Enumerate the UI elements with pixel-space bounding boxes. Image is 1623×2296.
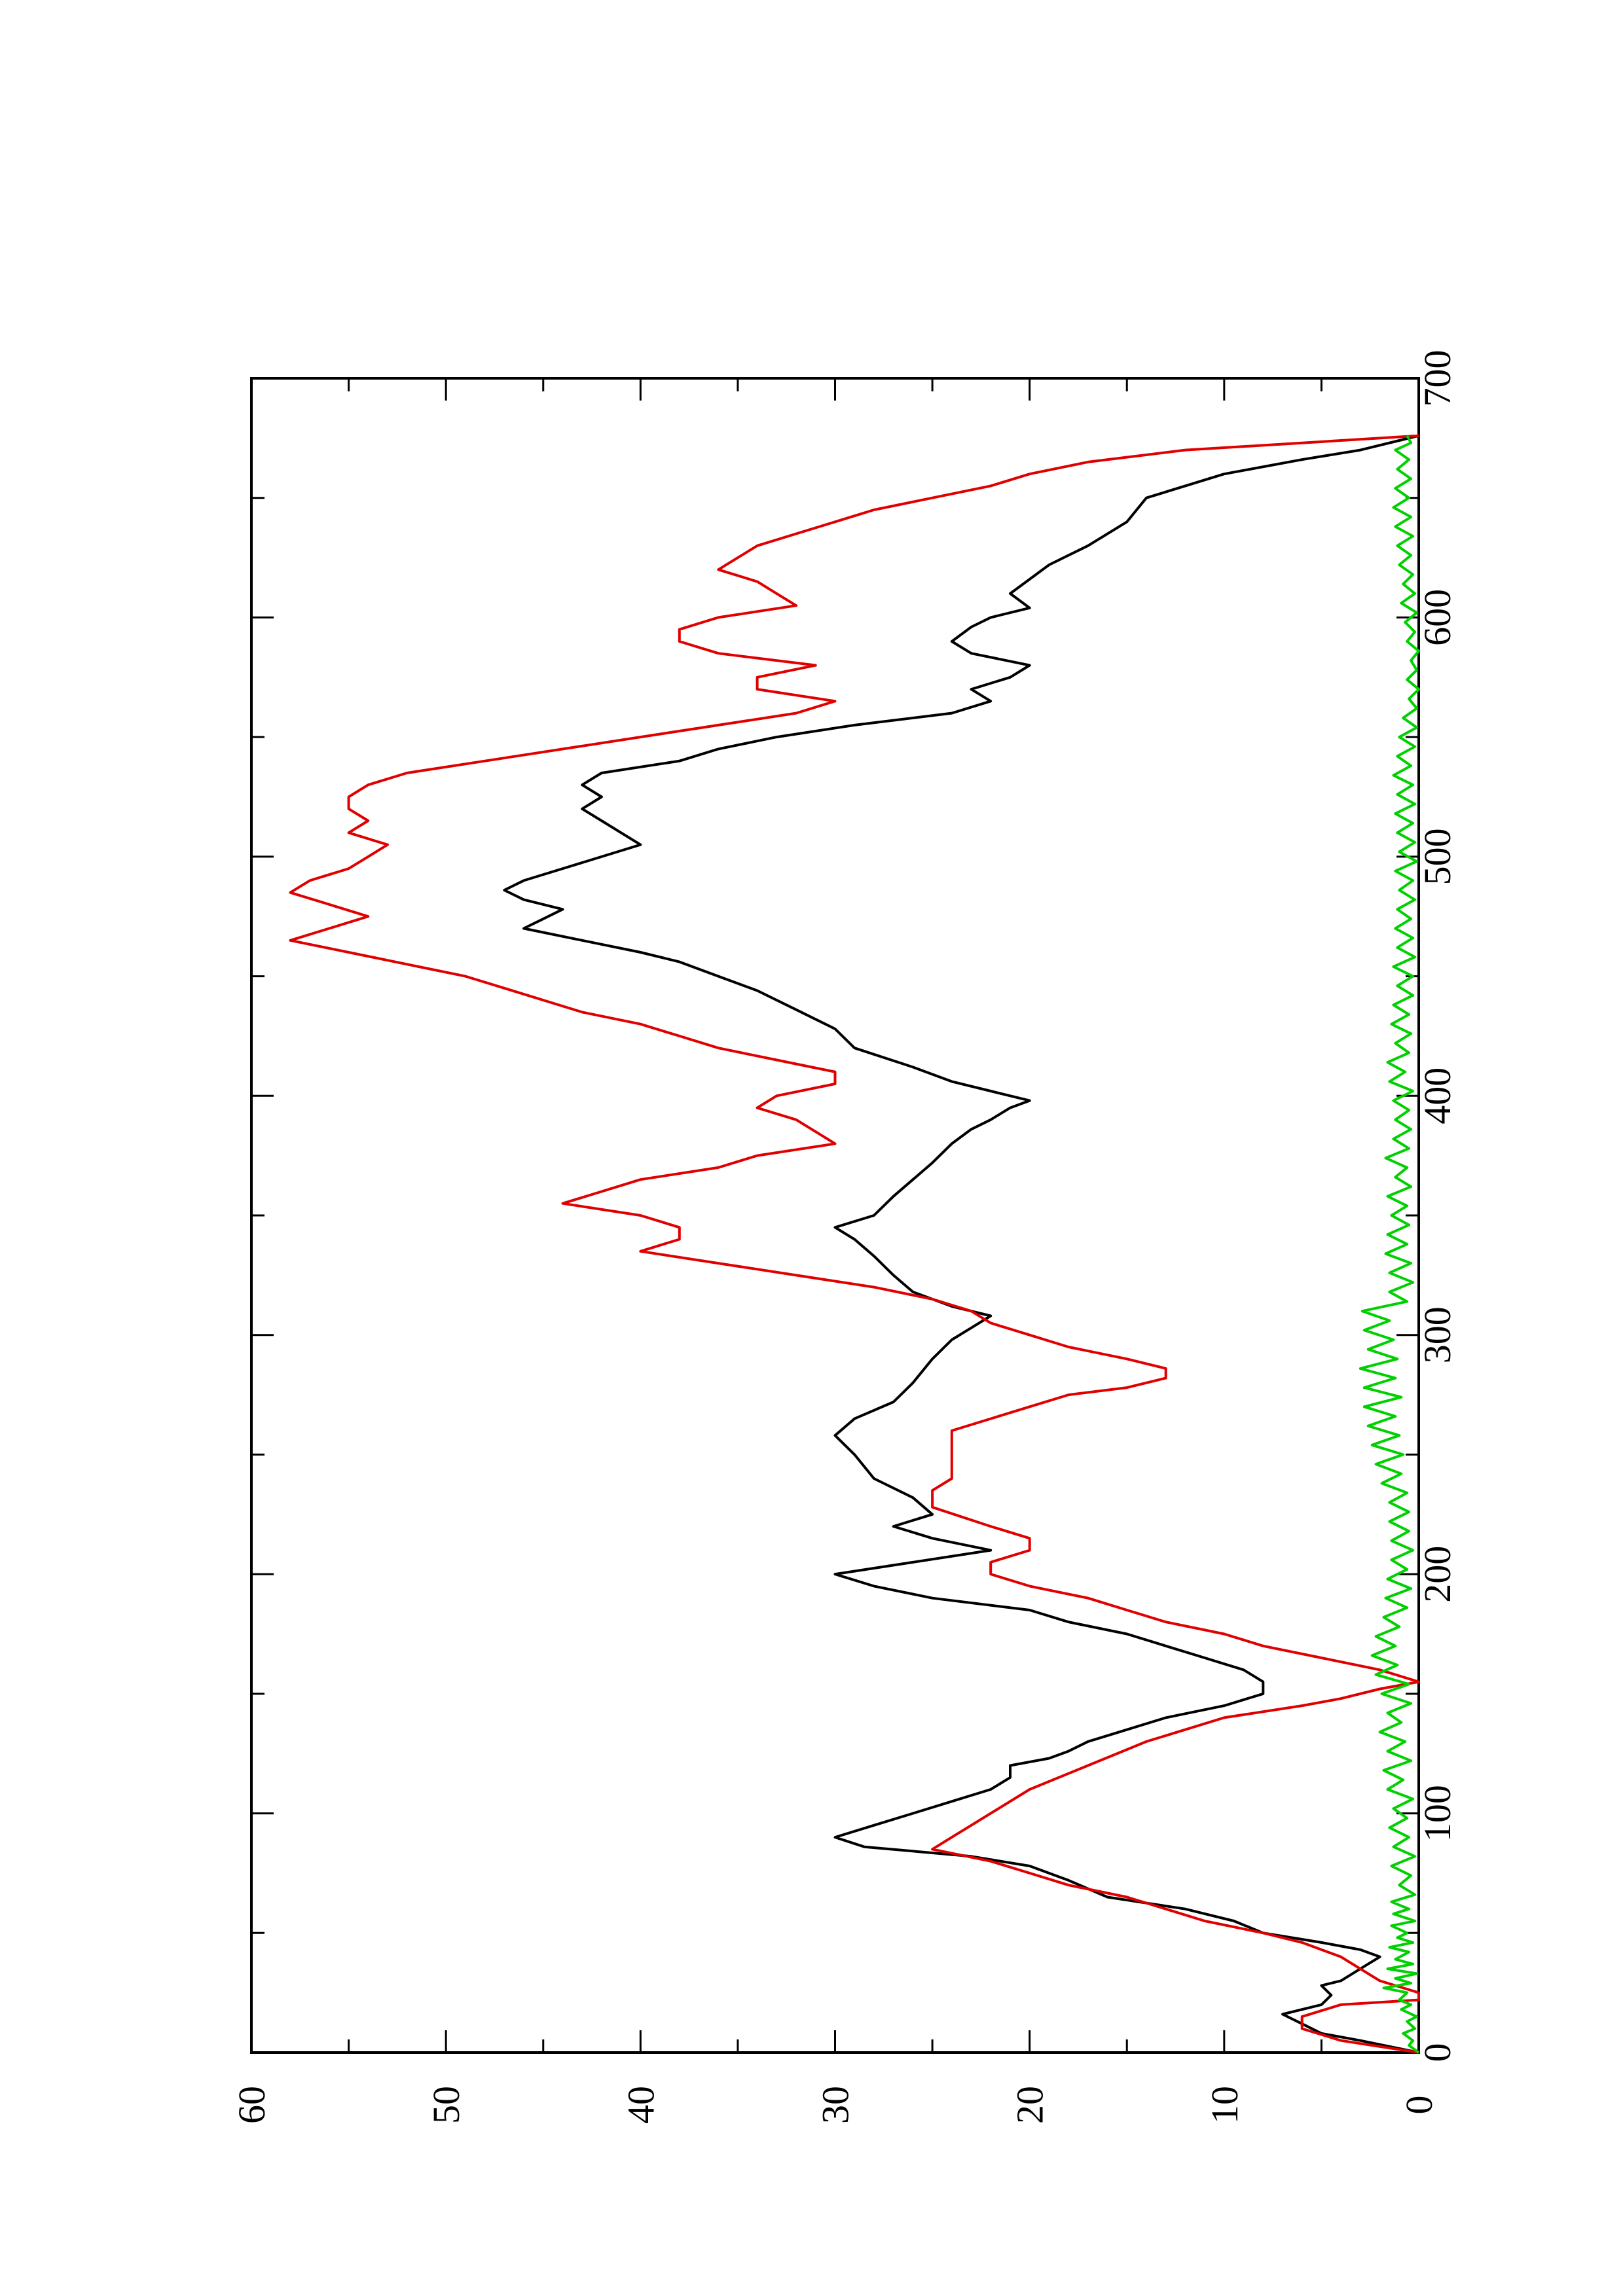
y-tick-label: 10 xyxy=(1203,2086,1246,2124)
y-tick-label: 0 xyxy=(1398,2096,1440,2115)
y-tick-label: 60 xyxy=(230,2086,273,2124)
series-line-2 xyxy=(289,434,1420,2054)
y-tick-label: 20 xyxy=(1009,2086,1051,2124)
series-line-1 xyxy=(503,434,1419,2054)
series-group xyxy=(289,434,1420,2054)
x-tick-label: 600 xyxy=(1416,589,1459,646)
x-tick-label: 700 xyxy=(1416,350,1459,407)
y-tick-label: 40 xyxy=(619,2086,662,2124)
x-tick-label: 200 xyxy=(1416,1546,1459,1603)
series-line-3 xyxy=(1359,435,1420,2054)
axis-ticks xyxy=(250,377,1420,2054)
x-tick-label: 0 xyxy=(1416,2043,1459,2062)
y-tick-label: 30 xyxy=(814,2086,857,2124)
x-tick-label: 500 xyxy=(1416,828,1459,885)
axis-tick-labels: 0 100 200 300 400 500 600 700 0 10 20 30 40 50 60 xyxy=(230,350,1459,2125)
x-tick-label: 400 xyxy=(1416,1067,1459,1124)
x-tick-label: 100 xyxy=(1416,1785,1459,1842)
y-tick-label: 50 xyxy=(425,2086,467,2124)
plot-frame xyxy=(250,377,1420,2054)
x-tick-label: 300 xyxy=(1416,1306,1459,1363)
